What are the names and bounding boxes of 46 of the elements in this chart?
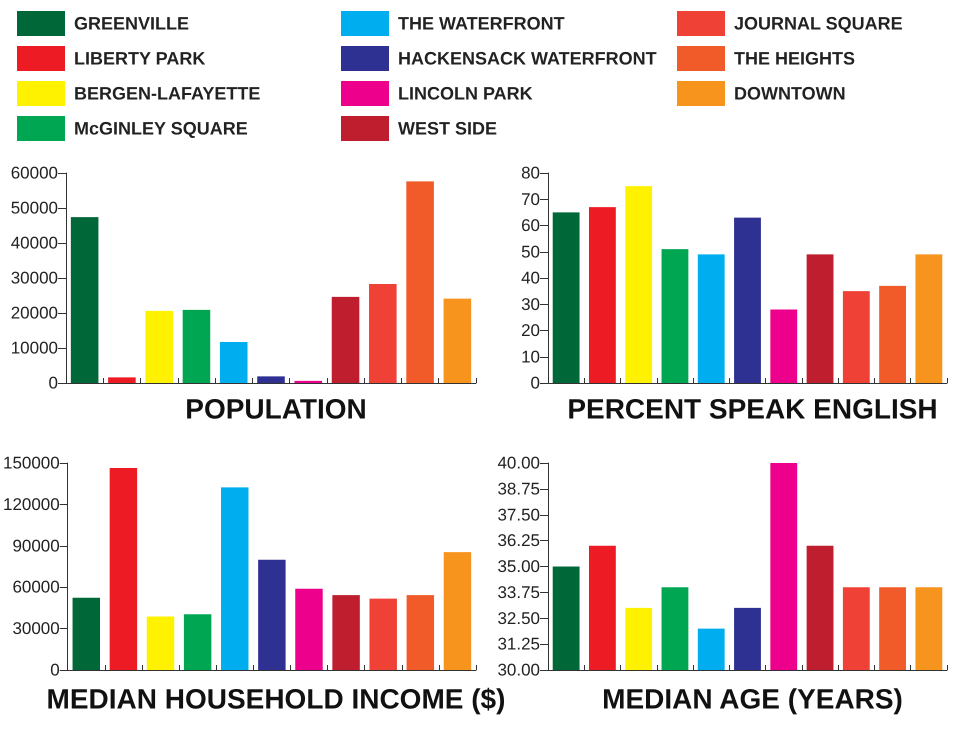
- y-tick-label: 90000: [12, 536, 60, 556]
- y-tick-label: 70: [521, 190, 540, 209]
- legend-label: McGINLEY SQUARE: [74, 118, 248, 138]
- y-tick-label: 30000: [12, 619, 60, 638]
- legend-label: BERGEN-LAFAYETTE: [74, 84, 260, 104]
- legend-label: LINCOLN PARK: [398, 84, 533, 104]
- legend-label: THE WATERFRONT: [398, 14, 565, 34]
- y-tick-label: 150000: [2, 454, 60, 472]
- y-tick-label: 40.00: [497, 454, 540, 472]
- y-tick-label: 32.50: [497, 608, 540, 628]
- legend-label: JOURNAL SQUARE: [734, 14, 903, 34]
- y-tick-label: 30: [521, 294, 540, 314]
- y-tick-label: 10000: [10, 338, 58, 358]
- y-tick-label: 80: [521, 164, 540, 182]
- legend-label: WEST SIDE: [398, 118, 498, 138]
- legend-label: DOWNTOWN: [734, 84, 846, 104]
- y-tick-label: 20: [521, 321, 540, 340]
- y-tick-label: 60: [521, 216, 540, 235]
- y-tick-label: 36.25: [497, 531, 540, 550]
- y-tick-label: 40000: [10, 234, 58, 252]
- y-tick-label: 50000: [10, 198, 58, 218]
- y-tick-label: 37.50: [497, 505, 540, 524]
- legend-label: HACKENSACK WATERFRONT: [398, 48, 657, 68]
- y-tick-label: 0: [50, 660, 60, 680]
- legend-label: GREENVILLE: [74, 14, 190, 34]
- y-tick-label: 38.75: [497, 479, 540, 498]
- text: PERCENT SPEAK ENGLISH: [567, 394, 938, 424]
- legend-label: LIBERTY PARK: [74, 48, 206, 68]
- y-tick-label: 0: [48, 374, 58, 392]
- y-tick-label: 10: [521, 347, 540, 366]
- text: MEDIAN HOUSEHOLD INCOME ($): [46, 684, 506, 714]
- y-tick-label: 60000: [10, 164, 58, 182]
- y-tick-label: 60000: [12, 578, 60, 597]
- y-tick-label: 31.25: [497, 634, 540, 654]
- y-tick-label: 0: [530, 374, 540, 392]
- y-tick-label: 30000: [10, 268, 58, 288]
- y-tick-label: 20000: [10, 304, 58, 322]
- y-tick-label: 33.75: [497, 582, 540, 602]
- y-tick-label: 50: [521, 242, 540, 262]
- y-tick-label: 30.00: [497, 660, 540, 680]
- y-tick-label: 120000: [2, 494, 60, 514]
- y-tick-label: 40: [521, 268, 540, 288]
- text: MEDIAN AGE (YEARS): [602, 684, 903, 714]
- text: POPULATION: [185, 394, 367, 424]
- y-tick-label: 35.00: [497, 557, 540, 576]
- legend-label: THE HEIGHTS: [734, 48, 856, 68]
